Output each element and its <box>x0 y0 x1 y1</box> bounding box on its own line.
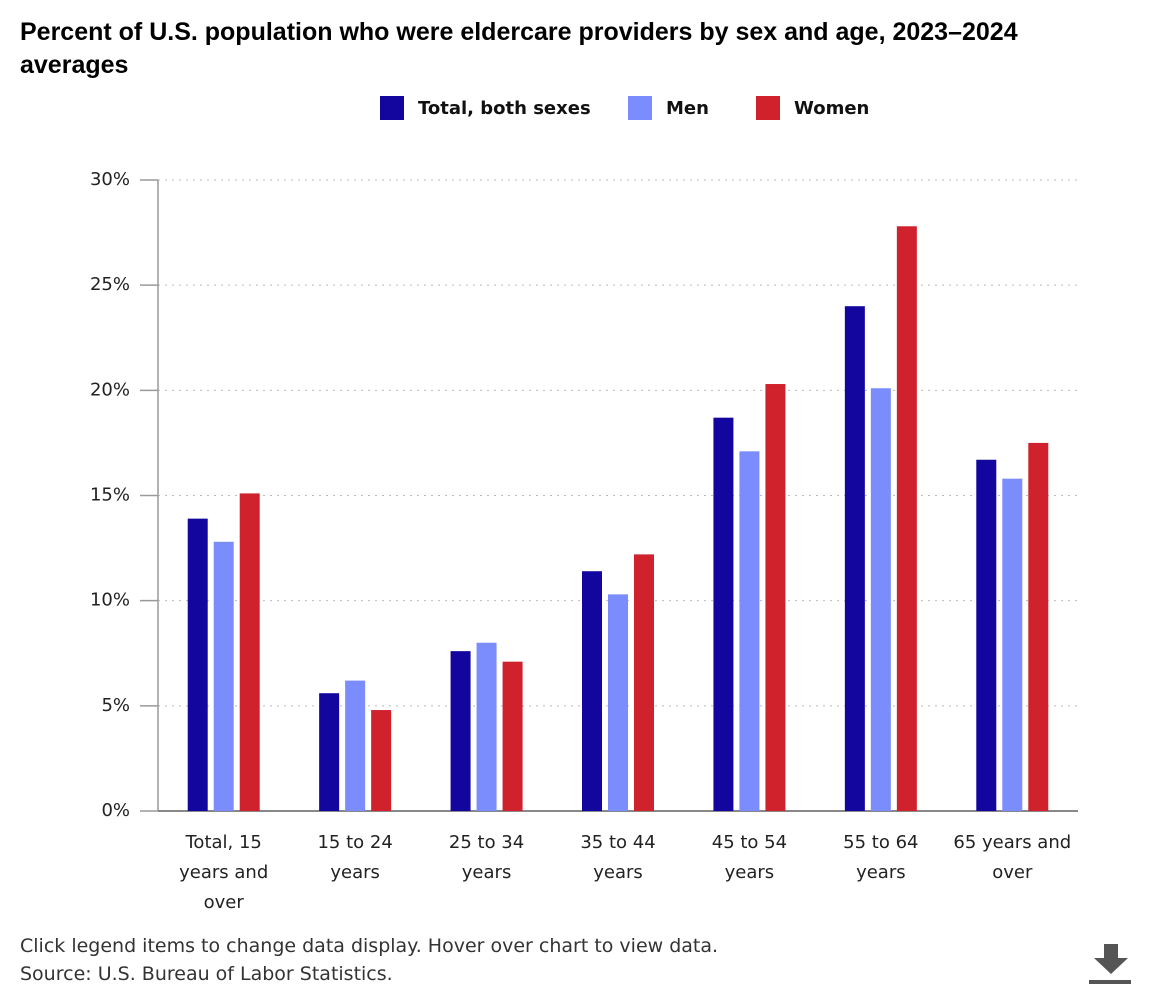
x-tick-label: 55 to 64 years <box>843 832 919 883</box>
legend-swatch[interactable] <box>756 96 780 120</box>
bar <box>976 459 997 811</box>
bar <box>608 594 628 811</box>
legend-swatch[interactable] <box>628 96 652 120</box>
x-tick-label: 25 to 34 years <box>448 832 525 883</box>
bar <box>213 541 234 811</box>
bar <box>371 710 392 811</box>
bar <box>739 451 760 811</box>
x-tick-label: 15 to 24 years <box>317 832 393 883</box>
bar <box>345 680 366 811</box>
source: Source: U.S. Bureau of Labor Statistics. <box>20 963 393 985</box>
x-tick-label: Total, 15 years and over <box>179 832 269 913</box>
y-tick-label: 15% <box>90 485 130 506</box>
legend-swatch[interactable] <box>380 96 404 120</box>
legend-label[interactable]: Women <box>794 98 869 119</box>
legend-label[interactable]: Men <box>666 98 709 119</box>
legend-label[interactable]: Total, both sexes <box>418 98 591 119</box>
y-tick-label: 10% <box>90 590 130 611</box>
note: Click legend items to change data displa… <box>20 935 719 957</box>
y-tick-label: 30% <box>90 169 130 190</box>
bar <box>765 384 786 811</box>
bar <box>1002 478 1023 811</box>
bar <box>502 661 523 811</box>
bar <box>896 226 917 812</box>
bar <box>239 493 260 811</box>
x-tick-label: 65 years and over <box>953 832 1072 883</box>
bar <box>713 417 734 811</box>
bar <box>476 642 497 811</box>
chart-title: Percent of U.S. population who were elde… <box>20 18 1018 79</box>
y-tick-label: 5% <box>101 695 130 716</box>
x-tick-label: 35 to 44 years <box>580 832 656 883</box>
download-icon[interactable] <box>1089 944 1131 984</box>
bar <box>319 693 340 811</box>
x-tick-label: 45 to 54 years <box>711 832 788 883</box>
bar <box>870 388 891 811</box>
bar <box>634 554 654 811</box>
bar <box>450 651 471 811</box>
y-tick-label: 20% <box>90 379 130 400</box>
y-tick-label: 0% <box>101 800 130 821</box>
y-tick-label: 25% <box>90 274 130 295</box>
bar <box>187 518 208 811</box>
bar <box>1028 442 1049 811</box>
bar <box>582 571 602 811</box>
bar <box>844 306 865 811</box>
